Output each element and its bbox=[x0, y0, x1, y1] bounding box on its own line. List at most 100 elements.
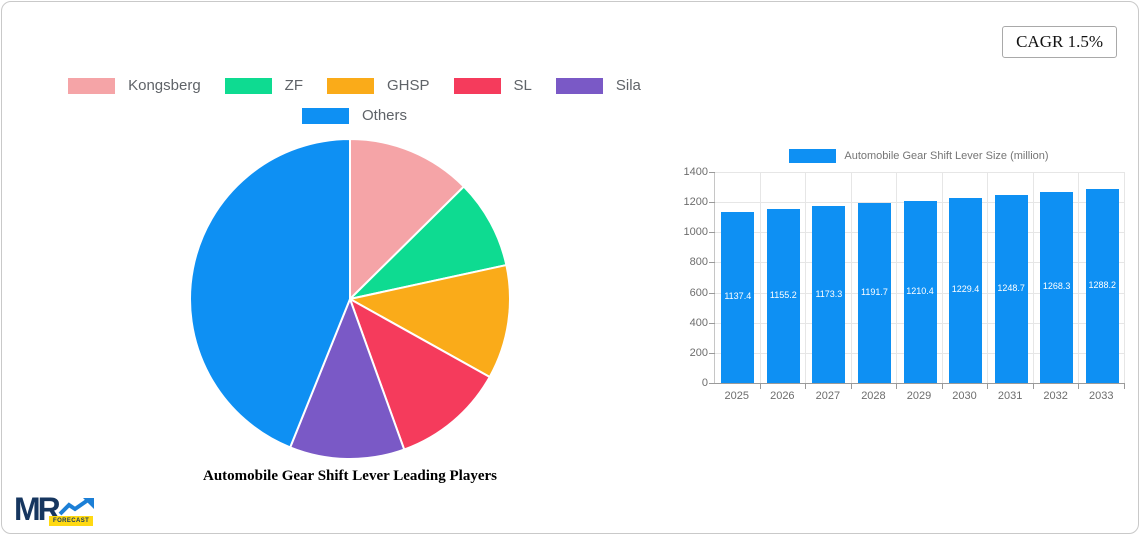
x-axis-tick-label: 2032 bbox=[1043, 390, 1068, 402]
pie-slice-sl[interactable] bbox=[349, 298, 491, 451]
bar-value-label: 1137.4 bbox=[724, 291, 752, 302]
bar-chart-plot-area: 1137.4 1155.2 1173.3 1191.7 1210.4 1229.4 1248… bbox=[709, 172, 1125, 389]
bar-2028[interactable]: 1191.7 bbox=[857, 203, 891, 383]
legend-label: ZF bbox=[284, 77, 303, 94]
legend-label: Kongsberg bbox=[128, 77, 201, 94]
bar-value-label: 1268.3 bbox=[1042, 281, 1071, 292]
gridline-vertical bbox=[805, 172, 807, 383]
legend-swatch bbox=[224, 77, 272, 94]
gridline-vertical bbox=[941, 172, 943, 383]
bar-legend-swatch bbox=[789, 149, 837, 163]
bar-2031[interactable]: 1248.7 bbox=[994, 194, 1028, 383]
legend-swatch bbox=[301, 107, 349, 124]
x-axis-tick-label: 2030 bbox=[952, 390, 977, 402]
bar-chart-x-axis-labels: 2025 2026 2027 2028 2029 2030 2031 2032 2033 bbox=[714, 390, 1124, 406]
bar-2025[interactable]: 1137.4 bbox=[721, 211, 755, 383]
x-tick-mark bbox=[1124, 383, 1125, 389]
bar-value-label: 1155.2 bbox=[769, 289, 797, 300]
x-axis-tick-label: 2026 bbox=[770, 390, 795, 402]
x-axis-tick-label: 2027 bbox=[815, 390, 841, 402]
bar-legend-label: Automobile Gear Shift Lever Size (millio… bbox=[844, 150, 1049, 162]
y-tick-mark bbox=[709, 172, 715, 173]
pie-slice-zf[interactable] bbox=[349, 185, 508, 300]
bar-value-label: 1229.4 bbox=[951, 284, 980, 295]
pie-legend-row-1: Kongsberg ZF GHSP SL Sila bbox=[56, 77, 653, 94]
gridline-vertical bbox=[1124, 172, 1125, 383]
bar-value-label: 1191.7 bbox=[861, 287, 888, 298]
y-tick-mark bbox=[709, 232, 715, 234]
y-axis-tick-label: 0 bbox=[701, 377, 708, 389]
bar-chart-y-axis-labels: 0 200 400 600 800 1000 1200 1400 bbox=[662, 166, 708, 389]
y-axis-tick-label: 600 bbox=[689, 286, 708, 299]
pie-legend-row-2: Others bbox=[290, 107, 419, 124]
y-tick-mark bbox=[709, 262, 715, 264]
y-axis-tick-label: 200 bbox=[689, 346, 708, 359]
gridline-vertical bbox=[1078, 172, 1080, 383]
x-tick-mark bbox=[1078, 383, 1080, 389]
legend-swatch bbox=[327, 77, 374, 94]
x-tick-mark bbox=[1032, 383, 1034, 389]
legend-swatch bbox=[68, 77, 116, 94]
gridline-vertical bbox=[987, 172, 989, 383]
x-axis-tick-label: 2033 bbox=[1088, 390, 1114, 402]
y-axis-tick-label: 1400 bbox=[683, 166, 708, 178]
pie-chart-title: Automobile Gear Shift Lever Leading Play… bbox=[202, 468, 497, 484]
pie-legend: Kongsberg ZF GHSP SL Sila Others bbox=[32, 77, 677, 124]
x-tick-mark bbox=[896, 383, 898, 389]
y-axis-tick-label: 1200 bbox=[683, 196, 708, 209]
y-axis-tick-label: 400 bbox=[689, 316, 708, 329]
legend-item-ghsp[interactable]: GHSP bbox=[327, 77, 430, 94]
y-tick-mark bbox=[709, 322, 715, 324]
legend-item-zf[interactable]: ZF bbox=[224, 77, 303, 94]
gridline-vertical bbox=[759, 172, 761, 383]
legend-item-kongsberg[interactable]: Kongsberg bbox=[68, 77, 201, 94]
y-tick-mark bbox=[709, 352, 715, 354]
bar-chart-legend[interactable]: Automobile Gear Shift Lever Size (millio… bbox=[714, 149, 1124, 163]
x-axis-tick-label: 2025 bbox=[724, 390, 750, 402]
legend-label: Sila bbox=[615, 77, 641, 94]
bar-2027[interactable]: 1173.3 bbox=[812, 206, 846, 383]
bar-value-label: 1288.2 bbox=[1088, 279, 1116, 290]
bar-2030[interactable]: 1229.4 bbox=[949, 197, 983, 383]
x-axis-tick-label: 2031 bbox=[997, 390, 1023, 402]
pie-chart-svg bbox=[189, 138, 511, 460]
pie-chart bbox=[188, 137, 512, 461]
legend-label: GHSP bbox=[387, 77, 430, 94]
x-tick-mark bbox=[759, 383, 761, 389]
x-tick-mark bbox=[805, 383, 807, 389]
bar-value-label: 1210.4 bbox=[906, 285, 934, 296]
x-tick-mark bbox=[987, 383, 989, 389]
y-tick-mark bbox=[709, 383, 715, 384]
legend-item-others[interactable]: Others bbox=[301, 107, 407, 124]
bar-2026[interactable]: 1155.2 bbox=[766, 208, 800, 383]
gridline-vertical bbox=[896, 172, 898, 383]
legend-swatch bbox=[453, 77, 501, 94]
x-axis-tick-label: 2028 bbox=[861, 390, 886, 402]
bar-value-label: 1248.7 bbox=[997, 282, 1025, 293]
cagr-badge: CAGR 1.5% bbox=[1002, 26, 1117, 58]
pie-slice-others[interactable] bbox=[189, 138, 351, 449]
trend-arrow-icon bbox=[58, 498, 94, 516]
pie-slice-sila[interactable] bbox=[289, 298, 406, 460]
x-tick-mark bbox=[850, 383, 852, 389]
bar-2032[interactable]: 1268.3 bbox=[1040, 191, 1074, 383]
gridline-vertical bbox=[850, 172, 852, 383]
legend-item-sl[interactable]: SL bbox=[453, 77, 532, 94]
y-axis-tick-label: 1000 bbox=[683, 226, 708, 239]
x-tick-mark bbox=[941, 383, 943, 389]
mr-forecast-logo: MR FORECAST bbox=[14, 493, 98, 530]
bar-2029[interactable]: 1210.4 bbox=[903, 200, 937, 383]
bar-value-label: 1173.3 bbox=[815, 288, 843, 299]
y-axis-tick-label: 800 bbox=[689, 256, 708, 269]
y-tick-mark bbox=[709, 202, 715, 204]
bar-2033[interactable]: 1288.2 bbox=[1085, 188, 1119, 383]
pie-slice-kongsberg[interactable] bbox=[349, 138, 465, 300]
logo-forecast-badge: FORECAST bbox=[49, 516, 94, 526]
legend-swatch bbox=[555, 77, 603, 94]
legend-label: Others bbox=[361, 107, 407, 124]
y-tick-mark bbox=[709, 292, 715, 294]
gridline-horizontal bbox=[715, 172, 1125, 173]
pie-slice-ghsp[interactable] bbox=[349, 264, 511, 378]
legend-item-sila[interactable]: Sila bbox=[555, 77, 641, 94]
